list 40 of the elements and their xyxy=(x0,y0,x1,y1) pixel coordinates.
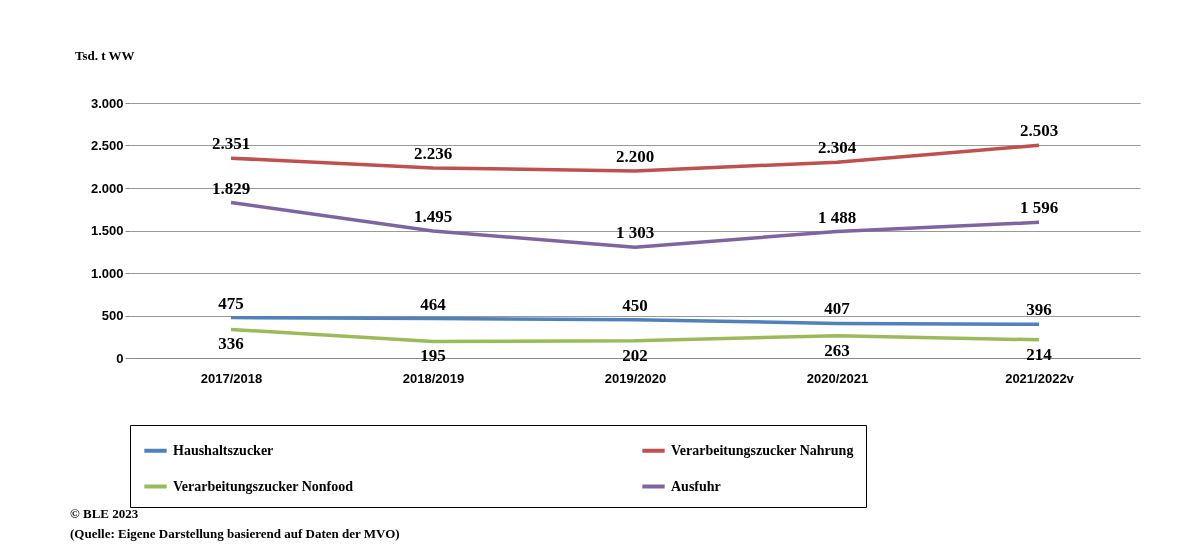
legend-label: Ausfuhr xyxy=(671,478,721,494)
text: © BLE 2023 xyxy=(70,506,139,521)
x-tick-label: 2018/2019 xyxy=(402,370,465,386)
y-tick-label: 3.000 xyxy=(90,95,124,111)
y-tick-label: 2.500 xyxy=(90,138,124,153)
y-tick-label: 1.500 xyxy=(90,223,124,238)
data-label: 1 303 xyxy=(615,223,655,243)
text: (Quelle: Eigene Darstellung basierend auf Daten der MVO) xyxy=(70,526,400,541)
data-label: 1 596 xyxy=(1019,198,1059,218)
x-tick-label: 2021/2022v xyxy=(1005,370,1075,386)
data-label: 1.495 xyxy=(413,206,453,226)
data-label: 2.236 xyxy=(413,143,453,163)
data-label: 464 xyxy=(420,294,447,314)
y-tick-label: 0 xyxy=(116,350,124,366)
legend-label: Verarbeitungszucker Nahrung xyxy=(671,442,854,458)
data-label: 450 xyxy=(622,295,648,315)
data-label: 475 xyxy=(218,293,244,313)
data-label: 396 xyxy=(1026,300,1052,320)
data-label: 2.304 xyxy=(817,138,857,158)
data-label: 202 xyxy=(622,345,648,365)
y-tick-label: 2.000 xyxy=(90,180,124,196)
data-label: 336 xyxy=(218,334,244,354)
x-tick-label: 2019/2020 xyxy=(604,370,667,386)
y-axis-title: Tsd. t WW xyxy=(75,48,135,63)
line-series xyxy=(229,315,1041,327)
legend-label: Verarbeitungszucker Nonfood xyxy=(173,478,354,494)
x-tick-label: 2020/2021 xyxy=(806,370,869,386)
y-tick-label: 1.000 xyxy=(90,265,124,281)
legend-label: Haushaltszucker xyxy=(173,442,274,458)
data-label: 195 xyxy=(420,346,446,366)
data-label: 2.200 xyxy=(615,147,655,166)
y-tick-label: 500 xyxy=(101,308,124,323)
data-label: 1.829 xyxy=(211,178,251,198)
data-label: 214 xyxy=(1026,344,1053,364)
data-label: 2.351 xyxy=(211,134,251,154)
data-label: 407 xyxy=(824,299,851,319)
data-label: 1 488 xyxy=(817,207,857,227)
data-label: 263 xyxy=(824,340,850,360)
x-tick-label: 2017/2018 xyxy=(200,370,263,386)
data-label: 2.503 xyxy=(1019,121,1059,141)
